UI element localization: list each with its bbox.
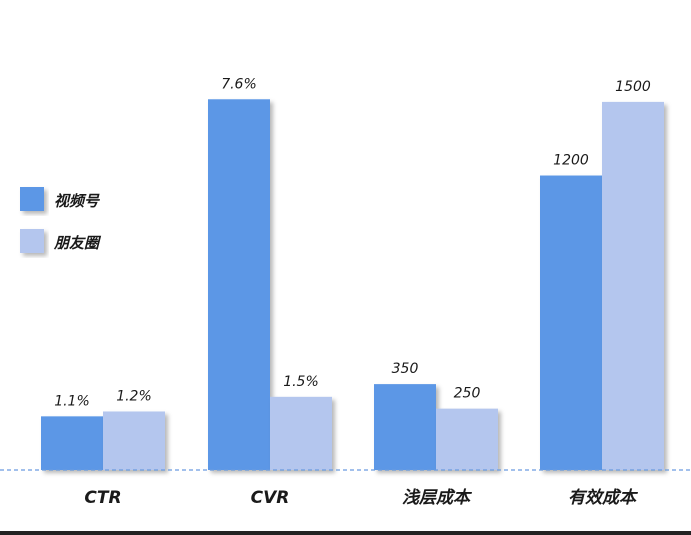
bottom-border [0, 531, 691, 535]
bar-CVR-series-1 [208, 99, 270, 470]
legend-label-series-2: 朋友圈 [53, 234, 102, 252]
data-label-有效成本-series-1: 1200 [553, 153, 589, 169]
bar-CTR-series-2 [103, 411, 165, 470]
bars-layer [41, 99, 664, 470]
bar-有效成本-series-2 [602, 101, 664, 470]
legend: 视频号 朋友圈 [20, 187, 102, 253]
data-label-浅层成本-series-2: 250 [454, 386, 481, 402]
legend-swatch-series-2 [20, 229, 44, 253]
data-label-CVR-series-1: 7.6% [221, 76, 257, 92]
legend-label-series-1: 视频号 [54, 192, 101, 210]
data-label-CTR-series-2: 1.2% [116, 388, 152, 404]
x-tick-label-2: CVR [251, 488, 290, 508]
bar-有效成本-series-1 [540, 175, 602, 470]
x-axis-labels: CTR CVR 浅层成本 有效成本 [84, 488, 639, 508]
x-tick-label-1: CTR [84, 488, 121, 508]
x-tick-label-4: 有效成本 [568, 488, 639, 508]
bar-浅层成本-series-1 [374, 384, 436, 470]
bar-浅层成本-series-2 [436, 408, 498, 470]
data-label-CTR-series-1: 1.1% [54, 393, 90, 409]
data-label-有效成本-series-2: 1500 [615, 79, 651, 95]
x-tick-label-3: 浅层成本 [402, 488, 473, 508]
bar-CTR-series-1 [41, 416, 103, 470]
data-labels-layer: 1.1% 1.2% 7.6% 1.5% 350 250 1200 1500 [54, 76, 651, 409]
legend-swatch-series-1 [20, 187, 44, 211]
data-label-浅层成本-series-1: 350 [392, 361, 419, 377]
bar-CVR-series-2 [270, 396, 332, 470]
data-label-CVR-series-2: 1.5% [283, 374, 319, 390]
